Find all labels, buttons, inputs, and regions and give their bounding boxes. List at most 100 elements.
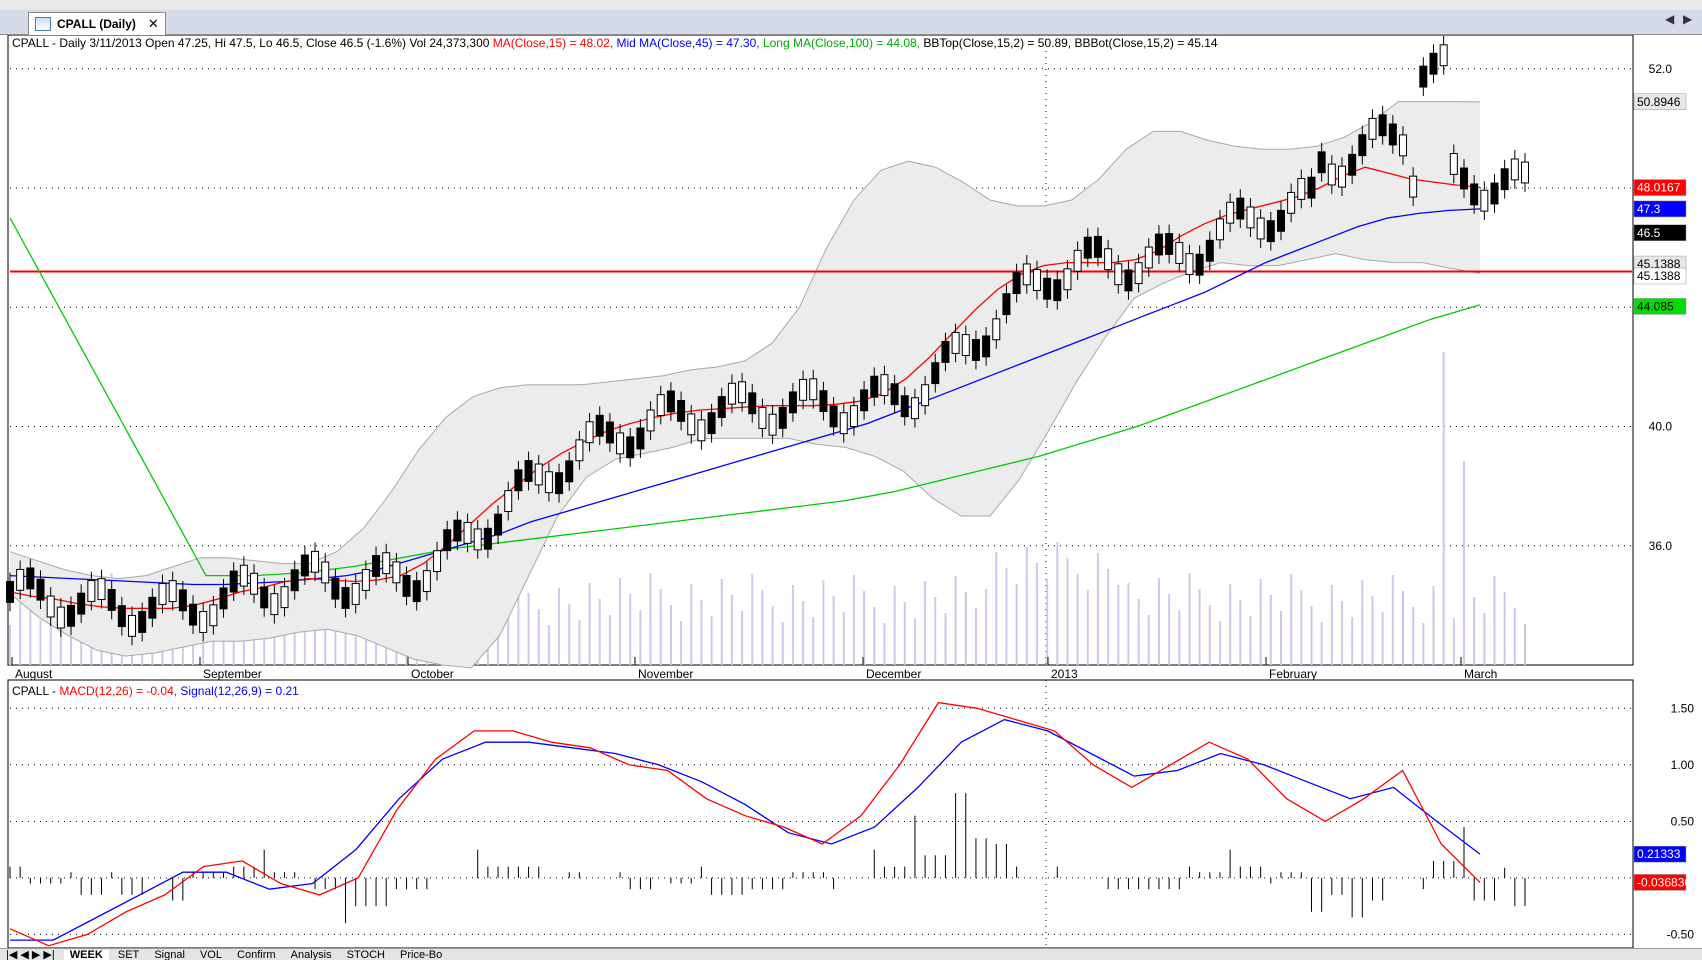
- candle-body: [1449, 153, 1458, 175]
- candle-body: [697, 419, 706, 442]
- candle-body: [555, 472, 564, 495]
- macd-value-badge: 0.21333: [1637, 847, 1681, 861]
- candle-body: [677, 399, 686, 422]
- candle-body: [117, 605, 126, 628]
- macd-tick-label: 1.50: [1671, 701, 1695, 715]
- month-label: November: [638, 667, 693, 681]
- candle-body: [361, 569, 370, 591]
- macd-value-badge-bg: [1633, 874, 1687, 891]
- candle-body: [250, 572, 259, 595]
- candle-body: [138, 611, 147, 633]
- price-value-badge-bg: [1633, 298, 1687, 315]
- candle-body: [707, 412, 716, 435]
- sheet-nav-icon[interactable]: |◀ ◀ ▶ ▶|: [6, 949, 55, 960]
- candle-body: [107, 589, 116, 611]
- scroll-right-icon[interactable]: ▶: [1683, 12, 1693, 26]
- legend-bbtop: BBTop(Close,15,2) = 50.89,: [923, 36, 1071, 50]
- candle-body: [1327, 163, 1336, 186]
- close-icon[interactable]: ✕: [147, 16, 159, 31]
- candle-body: [860, 389, 869, 412]
- document-tabbar: CPALL (Daily) ✕ ◀ ▶: [0, 10, 1702, 35]
- candle-body: [1358, 134, 1367, 157]
- sheet-tab-set[interactable]: SET: [117, 949, 140, 960]
- month-label: August: [15, 667, 53, 681]
- candle-body: [270, 593, 279, 616]
- candle-body: [433, 550, 442, 573]
- sheet-tabs: |◀ ◀ ▶ ▶| WEEK SET Signal VOL Confirm An…: [0, 948, 1702, 960]
- candle-body: [402, 574, 411, 597]
- candle-body: [849, 405, 858, 428]
- chart-area: 52.048.044.040.036.01.501.000.50-0.50Aug…: [0, 35, 1702, 959]
- sheet-tab-stoch[interactable]: STOCH: [346, 949, 385, 960]
- candle-body: [626, 436, 635, 459]
- candle-body: [1398, 134, 1407, 157]
- candle-body: [1226, 201, 1235, 224]
- candle-body: [1419, 65, 1428, 88]
- candle-body: [229, 570, 238, 593]
- sheet-tab-price-bo[interactable]: Price-Bo: [400, 949, 443, 960]
- candle-body: [656, 394, 665, 417]
- price-legend: CPALL - Daily 3/11/2013 Open 47.25, Hi 4…: [12, 36, 1218, 50]
- price-value-badge: 46.5: [1637, 226, 1661, 240]
- candle-body: [1429, 52, 1438, 75]
- sheet-tab-week[interactable]: WEEK: [63, 950, 109, 960]
- candle-body: [382, 552, 391, 575]
- candle-body: [494, 513, 503, 536]
- macd-line: [9, 701, 1481, 947]
- candle-body: [453, 519, 462, 542]
- candle-body: [982, 335, 991, 358]
- candle-body: [788, 391, 797, 414]
- candle-body: [209, 604, 218, 627]
- candle-body: [412, 580, 421, 603]
- sheet-tab-confirm[interactable]: Confirm: [237, 949, 276, 960]
- candle-body: [605, 421, 614, 444]
- candle-body: [1287, 191, 1296, 214]
- price-tick-label: 52.0: [1649, 62, 1673, 76]
- scroll-left-icon[interactable]: ◀: [1665, 12, 1675, 26]
- candle-body: [961, 334, 970, 356]
- candle-body: [870, 375, 879, 398]
- candle-body: [1388, 123, 1397, 146]
- candle-body: [1490, 182, 1499, 205]
- price-value-badge-bg: [1633, 200, 1687, 218]
- candle-body: [351, 583, 360, 605]
- sheet-tab-analysis[interactable]: Analysis: [290, 949, 332, 960]
- month-label: September: [203, 667, 262, 681]
- candle-body: [1043, 277, 1052, 300]
- candle-body: [311, 550, 320, 573]
- month-label: 2013: [1051, 667, 1078, 681]
- price-value-badge: 45.1388: [1637, 269, 1681, 283]
- candle-body: [341, 587, 350, 609]
- legend-bbbot: BBBot(Close,15,2) = 45.14: [1074, 36, 1217, 50]
- candle-body: [280, 586, 289, 609]
- candle-body: [1073, 249, 1082, 272]
- candle-body: [1104, 248, 1113, 271]
- candle-body: [321, 561, 330, 584]
- sheet-tab-vol[interactable]: VOL: [199, 949, 222, 960]
- month-label: December: [866, 667, 921, 681]
- candle-body: [1175, 242, 1184, 264]
- candle-body: [829, 405, 838, 428]
- legend-macd: MACD(12,26) = -0.04,: [59, 684, 177, 698]
- candle-body: [46, 595, 55, 618]
- candle-body: [666, 390, 675, 413]
- candle-body: [778, 406, 787, 429]
- candle-body: [463, 521, 472, 544]
- sheet-tab-signal[interactable]: Signal: [154, 949, 185, 960]
- price-value-badge: 45.1388: [1637, 257, 1681, 271]
- candle-body: [1337, 165, 1346, 188]
- legend-ma: MA(Close,15) = 48.02,: [493, 36, 613, 50]
- candle-body: [16, 568, 25, 591]
- bbtop-line: [9, 101, 1481, 580]
- legend-prefix: CPALL - Daily 3/11/2013 Open 47.25, Hi 4…: [12, 36, 490, 50]
- candle-body: [158, 583, 167, 605]
- candle-body: [534, 463, 543, 486]
- candle-body: [1053, 279, 1062, 302]
- signal-line: [10, 718, 1481, 941]
- candle-body: [1510, 158, 1519, 181]
- candle-body: [128, 614, 137, 637]
- price-value-badge: 44.085: [1637, 299, 1674, 313]
- month-label: February: [1269, 667, 1317, 681]
- chart-tab[interactable]: CPALL (Daily) ✕: [28, 12, 166, 35]
- candle-body: [1317, 151, 1326, 174]
